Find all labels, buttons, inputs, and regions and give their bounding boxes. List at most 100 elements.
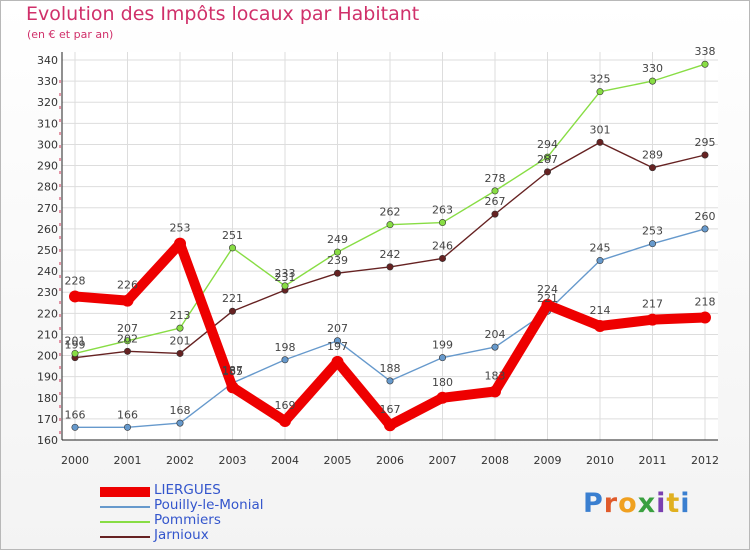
x-tick-label: 2004 <box>271 454 299 467</box>
data-point <box>594 320 606 332</box>
data-point <box>438 354 446 362</box>
x-tick-label: 2005 <box>324 454 352 467</box>
x-tick-label: 2012 <box>691 454 719 467</box>
data-label: 187 <box>222 364 243 377</box>
data-point <box>124 347 132 355</box>
data-label: 201 <box>170 334 191 347</box>
data-label: 198 <box>275 341 296 354</box>
data-point <box>491 210 499 218</box>
data-label: 201 <box>65 334 86 347</box>
data-label: 295 <box>695 136 716 149</box>
legend-label: Pouilly-le-Monial <box>154 497 264 513</box>
data-label: 188 <box>380 362 401 375</box>
legend-swatch <box>100 536 150 538</box>
legend-swatch <box>100 506 150 508</box>
data-label: 253 <box>642 225 663 238</box>
y-tick-label: 240 <box>37 265 58 278</box>
data-point <box>281 356 289 364</box>
data-point <box>701 151 709 159</box>
y-tick-label: 280 <box>37 181 58 194</box>
y-tick-label: 260 <box>37 223 58 236</box>
data-point <box>226 381 239 394</box>
y-tick-label: 190 <box>37 371 58 384</box>
data-label: 221 <box>222 292 243 305</box>
data-label: 260 <box>695 210 716 223</box>
data-label: 213 <box>170 309 191 322</box>
data-label: 231 <box>275 271 296 284</box>
data-label: 197 <box>327 340 348 353</box>
logo-letter: r <box>603 488 619 519</box>
data-point <box>281 282 289 290</box>
data-label: 207 <box>117 322 138 335</box>
data-point <box>71 423 79 431</box>
data-label: 233 <box>275 267 296 280</box>
data-point <box>386 263 394 271</box>
data-label: 169 <box>275 399 296 412</box>
x-tick-label: 2009 <box>534 454 562 467</box>
data-point <box>333 337 341 345</box>
data-label: 185 <box>222 365 243 378</box>
data-point <box>648 77 656 85</box>
x-tick-label: 2007 <box>429 454 457 467</box>
data-point <box>386 377 394 385</box>
data-label: 251 <box>222 229 243 242</box>
logo-letter: o <box>618 488 638 519</box>
y-tick-label: 320 <box>37 96 58 109</box>
data-label: 278 <box>485 172 506 185</box>
data-point <box>543 168 551 176</box>
x-tick-label: 2001 <box>114 454 142 467</box>
data-label: 253 <box>170 222 191 235</box>
x-tick-label: 2006 <box>376 454 404 467</box>
data-point <box>541 298 554 311</box>
x-tick-label: 2010 <box>586 454 614 467</box>
data-label: 267 <box>485 195 506 208</box>
data-point <box>701 60 709 68</box>
data-label: 330 <box>642 62 663 75</box>
data-point <box>176 349 184 357</box>
data-label: 199 <box>65 339 86 352</box>
data-label: 325 <box>590 73 611 86</box>
chart-title: Evolution des Impôts locaux par Habitant <box>26 3 420 25</box>
legend-item: Pommiers <box>100 512 360 529</box>
grid <box>62 52 718 441</box>
data-label: 166 <box>117 408 138 421</box>
data-label: 224 <box>537 283 558 296</box>
y-tick-label: 250 <box>37 244 58 257</box>
data-point <box>596 88 604 96</box>
data-label: 217 <box>642 298 663 311</box>
data-point <box>438 219 446 227</box>
data-label: 167 <box>380 403 401 416</box>
series-lines <box>69 60 711 432</box>
logo-letter: P <box>583 488 604 519</box>
data-point <box>699 311 711 324</box>
data-label: 218 <box>695 296 716 309</box>
y-tick-label: 340 <box>37 54 58 67</box>
logo-letter: i <box>656 488 667 519</box>
data-label: 239 <box>327 254 348 267</box>
y-tick-label: 200 <box>37 350 58 363</box>
data-label: 289 <box>642 149 663 162</box>
axes: 160 170 180 190 200 210 220 230 240 250 260 270 280 2… <box>37 52 719 467</box>
data-point <box>596 138 604 146</box>
data-point <box>176 324 184 332</box>
data-point <box>596 257 604 265</box>
legend-item: Pouilly-le-Monial <box>100 497 360 514</box>
chart-subtitle: (en € et par an) <box>27 28 114 41</box>
y-tick-label: 310 <box>37 117 58 130</box>
data-point <box>174 237 186 250</box>
data-point <box>438 254 446 262</box>
data-label: 245 <box>590 242 611 255</box>
y-tick-label: 220 <box>37 307 58 320</box>
data-point <box>386 221 394 229</box>
data-label: 221 <box>537 292 558 305</box>
data-point <box>229 307 237 315</box>
data-point <box>384 419 396 432</box>
y-tick-label: 210 <box>37 328 58 341</box>
y-tick-label: 180 <box>37 392 58 405</box>
data-label: 199 <box>432 339 453 352</box>
data-label: 242 <box>380 248 401 261</box>
proxiti-logo: Proxiti <box>583 488 691 519</box>
data-point <box>124 423 132 431</box>
line-chart: 160 170 180 190 200 210 220 230 240 250 260 270 280 2… <box>37 45 719 467</box>
legend-item: LIERGUES <box>100 482 360 499</box>
